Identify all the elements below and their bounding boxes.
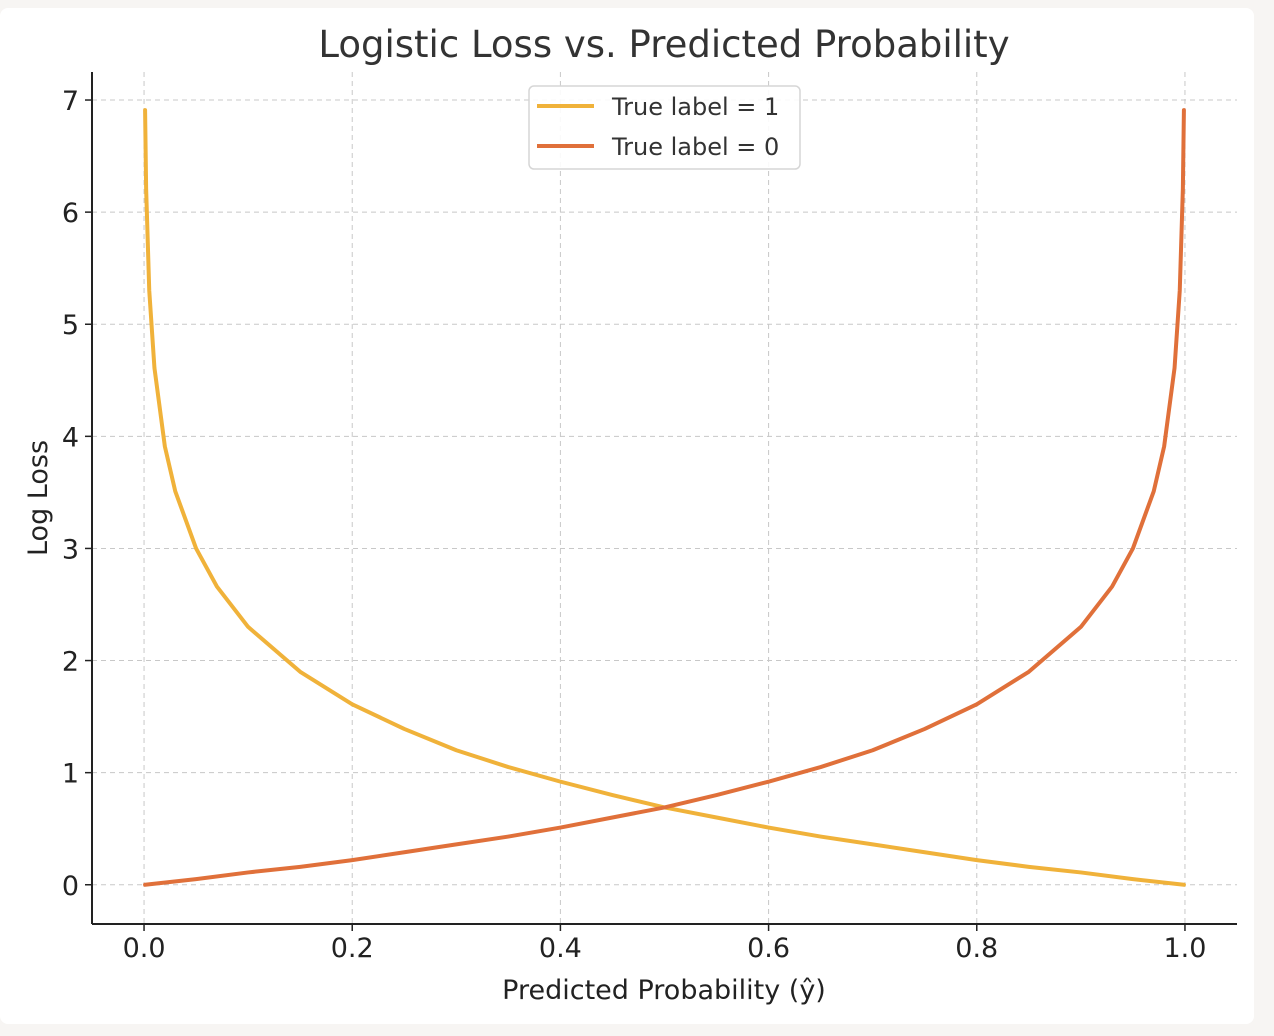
y-tick-label: 4 <box>62 422 79 453</box>
x-tick-label: 0.4 <box>539 933 582 964</box>
y-tick-label: 0 <box>62 871 79 902</box>
y-tick-label: 2 <box>62 647 79 678</box>
series-lines <box>143 108 1186 887</box>
series-line-2 <box>143 108 1186 887</box>
x-tick-label: 0.6 <box>747 933 790 964</box>
y-tick-label: 5 <box>62 310 79 341</box>
axes <box>91 72 1237 925</box>
legend-label-series-1: True label = 1 <box>611 93 779 121</box>
chart-title: Logistic Loss vs. Predicted Probability <box>318 23 1009 66</box>
legend-label-series-2: True label = 0 <box>611 133 779 161</box>
grid-lines <box>92 72 1237 924</box>
y-axis-label: Log Loss <box>23 440 54 556</box>
legend-box <box>528 85 801 170</box>
x-tick-label: 0.2 <box>331 933 374 964</box>
y-tick-label: 1 <box>62 759 79 790</box>
x-tick-label: 1.0 <box>1163 933 1206 964</box>
x-tick-label: 0.0 <box>123 933 166 964</box>
chart-card <box>0 8 1254 1024</box>
series-line-1 <box>143 108 1186 887</box>
y-tick-label: 6 <box>62 198 79 229</box>
legend: True label = 1 True label = 0 <box>528 85 801 170</box>
x-axis-label: Predicted Probability (ŷ) <box>502 975 826 1006</box>
ticks: 0.0 0.2 0.4 0.6 0.8 1.0 0 1 2 3 4 5 6 7 <box>62 86 1207 964</box>
y-tick-label: 7 <box>62 86 79 117</box>
y-tick-label: 3 <box>62 534 79 565</box>
x-tick-label: 0.8 <box>955 933 998 964</box>
